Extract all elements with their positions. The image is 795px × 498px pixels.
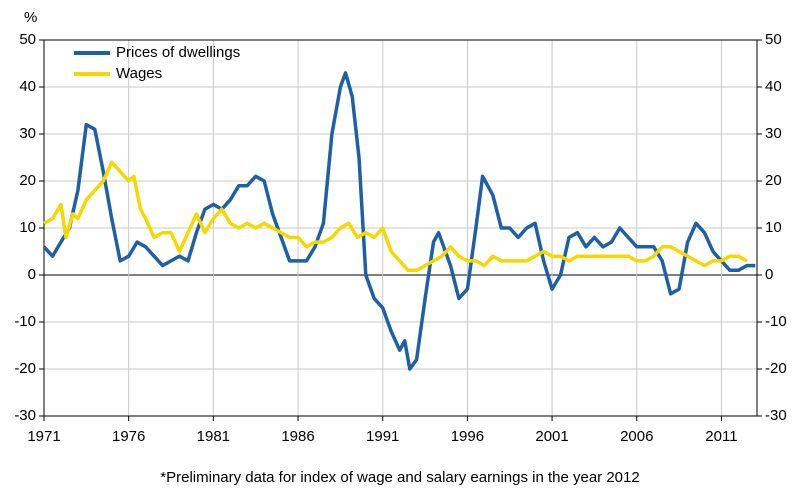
footnote: *Preliminary data for index of wage and … xyxy=(160,469,639,486)
x-tick-label: 1991 xyxy=(366,428,399,445)
y2-tick-label: 50 xyxy=(765,31,782,48)
y2-tick-label: 20 xyxy=(765,172,782,189)
y2-tick-label: 40 xyxy=(765,78,782,95)
y-tick-label: 50 xyxy=(19,31,36,48)
y2-tick-label: -20 xyxy=(765,360,787,377)
x-tick-label: 2011 xyxy=(705,428,737,445)
x-tick-label: 1981 xyxy=(197,428,230,445)
y-tick-label: 30 xyxy=(19,125,36,142)
y-tick-label: -30 xyxy=(14,407,36,424)
x-tick-label: 1971 xyxy=(27,428,60,445)
line xyxy=(42,71,756,371)
y-tick-label: 0 xyxy=(28,266,36,283)
y2-tick-label: 10 xyxy=(765,219,782,236)
y-tick-label: 20 xyxy=(19,172,36,189)
plot-frame xyxy=(43,39,758,417)
line xyxy=(43,160,748,273)
y-axis-unit: % xyxy=(24,9,37,26)
x-tick-label: 1986 xyxy=(281,428,314,445)
y2-tick-label: 30 xyxy=(765,125,782,142)
y-tick-label: 40 xyxy=(19,78,36,95)
y-tick-label: -10 xyxy=(14,313,36,330)
legend-label: Wages xyxy=(116,65,162,82)
x-tick-label: 1976 xyxy=(112,428,145,445)
legend-label: Prices of dwellings xyxy=(116,44,240,61)
y2-tick-label: -30 xyxy=(765,407,787,424)
x-tick-label: 2001 xyxy=(535,428,568,445)
y2-tick-label: -10 xyxy=(765,313,787,330)
x-tick-label: 1996 xyxy=(451,428,484,445)
y2-tick-label: 0 xyxy=(765,266,773,283)
y-tick-label: -20 xyxy=(14,360,36,377)
y-tick-label: 10 xyxy=(19,219,36,236)
x-tick-label: 2006 xyxy=(620,428,653,445)
